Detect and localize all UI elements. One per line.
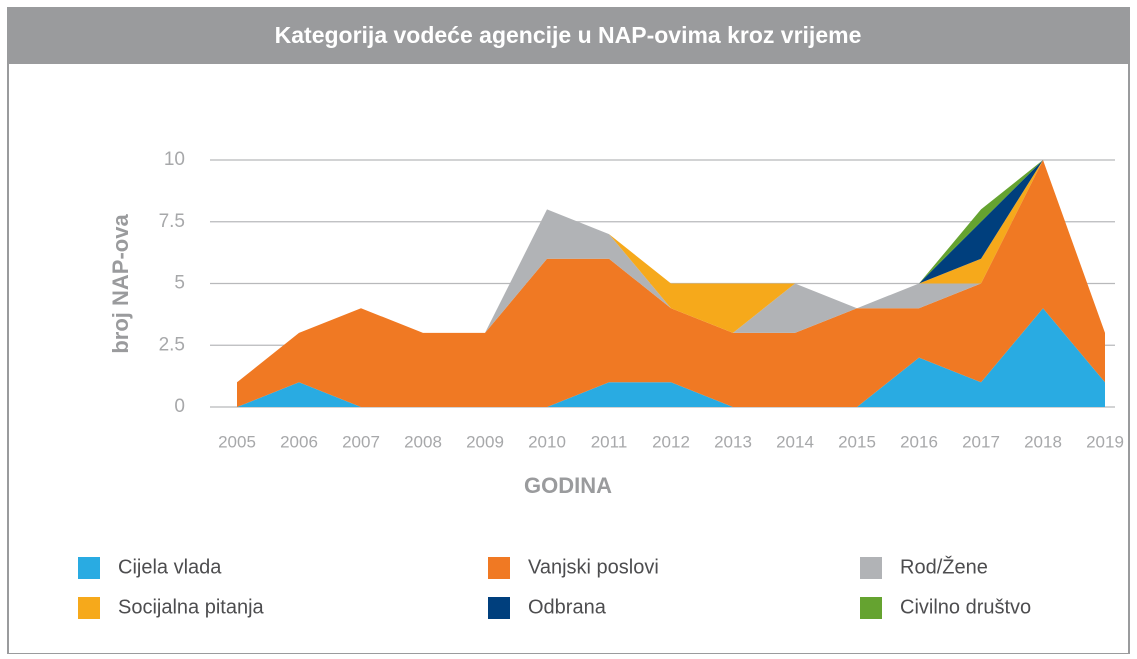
x-tick-label: 2019 [1086,432,1124,451]
chart-title: Kategorija vodeće agencije u NAP-ovima k… [275,22,862,48]
x-tick-label: 2014 [776,432,814,451]
area [237,308,1105,407]
x-tick-label: 2018 [1024,432,1062,451]
y-tick-label: 7.5 [159,211,185,232]
legend-swatch [488,557,510,579]
x-tick-label: 2012 [652,432,690,451]
legend-swatch [78,597,100,619]
x-tick-label: 2010 [528,432,566,451]
y-tick-label: 2.5 [159,334,185,355]
x-tick-label: 2006 [280,432,318,451]
x-tick-label: 2011 [591,432,628,451]
area [237,160,1105,407]
y-axis-label: broj NAP-ova [108,214,133,354]
x-tick-label: 2013 [714,432,752,451]
legend-swatch [860,597,882,619]
legend-swatch [860,557,882,579]
x-tick-label: 2009 [466,432,504,451]
legend-label: Rod/Žene [900,555,988,578]
x-tick-label: 2016 [900,432,938,451]
x-tick-label: 2008 [404,432,442,451]
x-axis-label: GODINA [524,473,612,498]
legend-label: Odbrana [528,596,607,618]
legend-swatch [78,557,100,579]
area [237,160,1105,383]
header [8,8,1129,64]
legend-label: Socijalna pitanja [118,596,265,618]
area [237,160,1105,383]
legend-label: Civilno društvo [900,596,1031,618]
legend-label: Cijela vlada [118,556,222,578]
legend-swatch [488,597,510,619]
x-tick-label: 2007 [342,432,380,451]
y-tick-label: 10 [164,149,185,170]
legend-label: Vanjski poslovi [528,556,659,578]
x-tick-label: 2005 [218,432,256,451]
x-tick-label: 2015 [838,432,876,451]
y-tick-label: 5 [174,273,185,294]
y-tick-label: 0 [174,396,185,417]
x-tick-label: 2017 [962,432,1000,451]
